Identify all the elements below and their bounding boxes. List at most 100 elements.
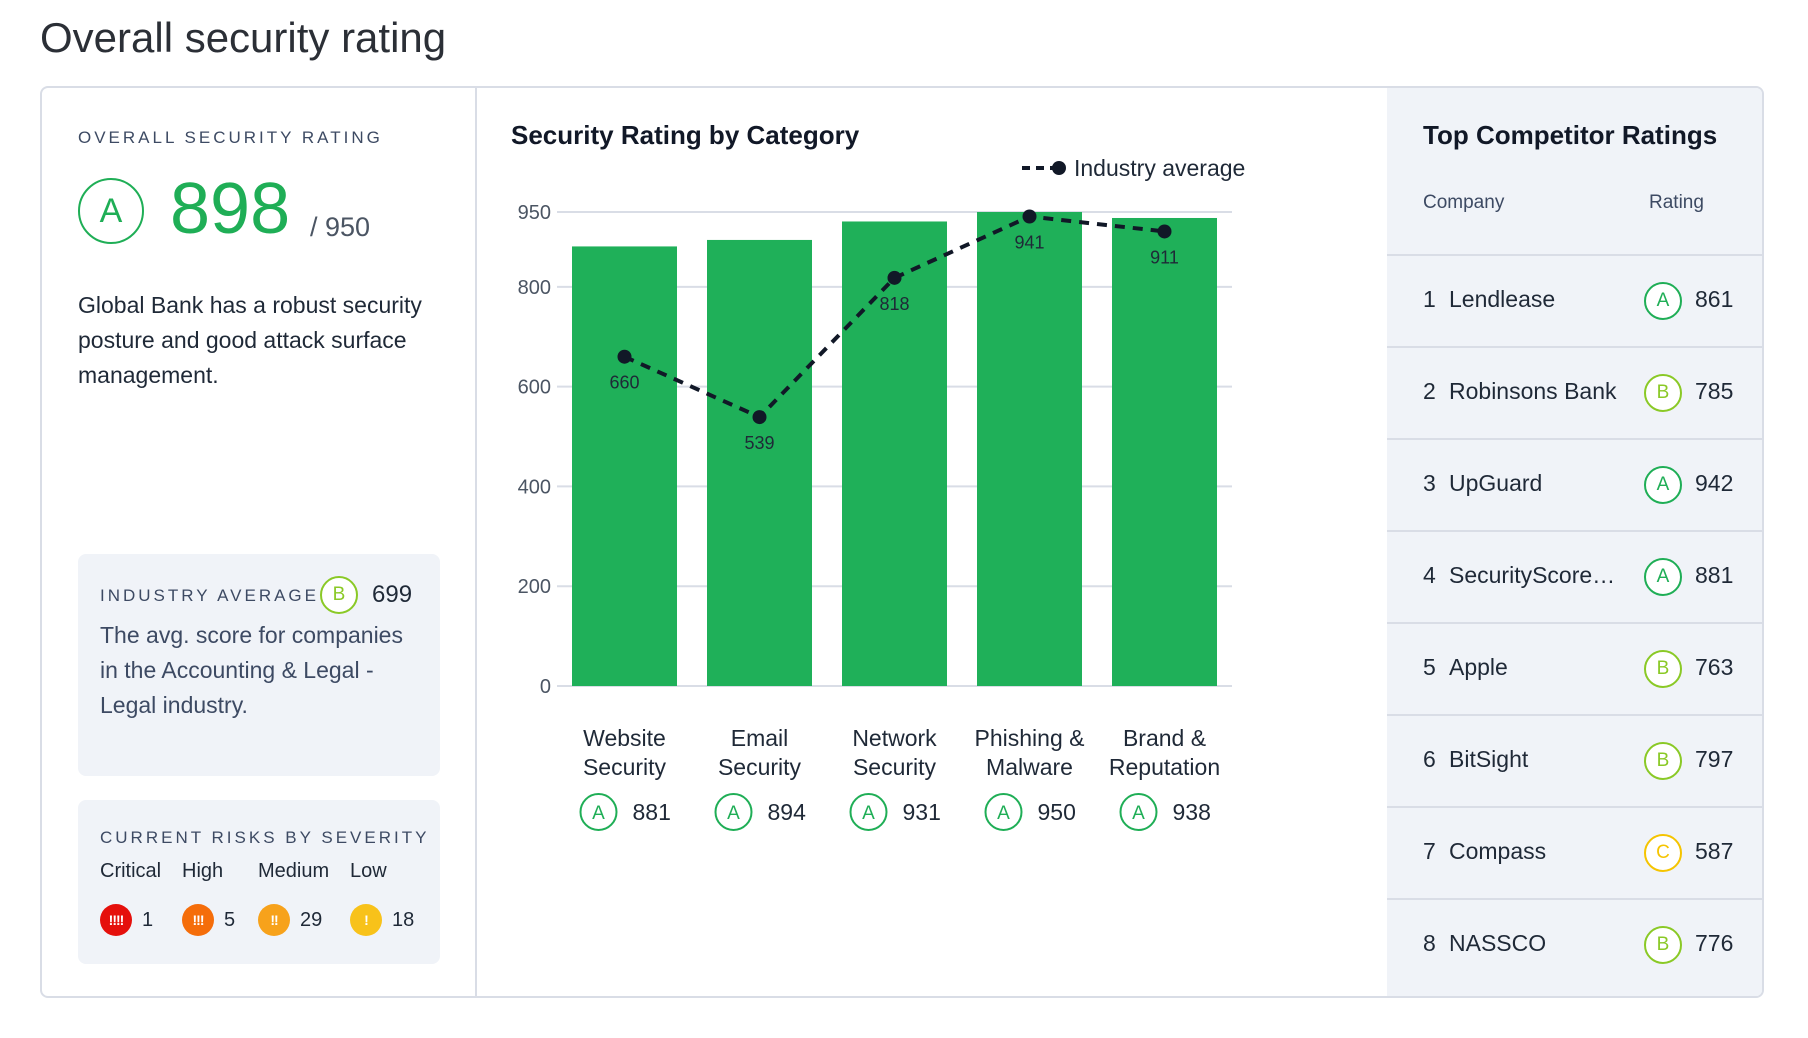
category-grade-badge <box>1119 793 1158 831</box>
industry-average-label: INDUSTRY AVERAGE <box>100 586 319 605</box>
chart-title: Security Rating by Category <box>511 120 860 150</box>
competitor-score: 587 <box>1695 838 1734 864</box>
y-tick-label: 600 <box>518 377 551 399</box>
competitor-row[interactable]: 7 Compass C 587 <box>1387 806 1762 898</box>
risk-high[interactable]: !!! 5 <box>182 904 235 936</box>
industry-average-value-label: 941 <box>1014 232 1044 252</box>
x-category-label: Website <box>583 725 666 751</box>
competitor-score: 861 <box>1695 286 1734 312</box>
bar[interactable] <box>1112 217 1217 686</box>
overall-score: 898 <box>170 169 291 249</box>
x-category-label: Network <box>852 725 937 751</box>
x-category-label: Security <box>583 754 667 780</box>
critical-severity-icon: !!!! <box>100 904 132 936</box>
competitor-row[interactable]: 1 Lendlease A 861 <box>1387 254 1762 346</box>
industry-average-line <box>623 214 1165 420</box>
category-grade-badge <box>984 793 1023 831</box>
competitor-grade-badge: A <box>1644 282 1682 320</box>
bar[interactable] <box>707 239 812 687</box>
category-score: 950 <box>1038 799 1076 825</box>
category-grade-letter: A <box>862 803 875 824</box>
competitor-name: UpGuard <box>1449 470 1543 496</box>
bar[interactable] <box>977 212 1082 686</box>
bar[interactable] <box>842 221 947 687</box>
overall-description: Global Bank has a robust security postur… <box>78 292 422 388</box>
category-grade-letter: A <box>592 803 605 824</box>
industry-average-point <box>617 349 632 364</box>
y-tick-label: 200 <box>518 576 551 598</box>
overall-score-max: / 950 <box>310 212 371 242</box>
category-grade-letter: A <box>1132 803 1145 824</box>
competitor-row[interactable]: 3 UpGuard A 942 <box>1387 438 1762 530</box>
risk-critical[interactable]: !!!! 1 <box>100 904 153 936</box>
industry-average-box: INDUSTRY AVERAGE B 699 The avg. score fo… <box>78 554 440 776</box>
competitor-name: NASSCO <box>1449 930 1547 956</box>
critical-risk-count: 1 <box>142 908 154 931</box>
industry-average-point <box>887 270 902 285</box>
industry-average-value-label: 660 <box>609 373 639 393</box>
x-category-label: Security <box>718 754 802 780</box>
competitor-row[interactable]: 5 Apple B 763 <box>1387 622 1762 714</box>
competitor-row[interactable]: 4 SecurityScorecard A 881 <box>1387 530 1762 622</box>
high-severity-icon: !!! <box>182 904 214 936</box>
industry-grade-badge: B <box>320 576 358 614</box>
competitor-grade-badge: B <box>1644 742 1682 780</box>
industry-average-score: 699 <box>372 581 413 608</box>
legend-point-swatch <box>1052 161 1066 175</box>
competitor-score: 785 <box>1695 378 1734 404</box>
competitor-name: BitSight <box>1449 746 1529 772</box>
category-bar-chart: 0 200 400 600 800 950 660 539 818 941 911 Website Se… <box>518 155 1245 831</box>
competitor-grade-badge: A <box>1644 558 1682 596</box>
category-score: 938 <box>1173 799 1211 825</box>
company-column-header: Company <box>1423 192 1505 213</box>
category-grade-badge <box>579 793 618 831</box>
industry-average-description: The avg. score for companies in the Acco… <box>100 622 403 718</box>
medium-severity-icon: !! <box>258 904 290 936</box>
risk-medium[interactable]: !! 29 <box>258 904 322 936</box>
competitor-score: 763 <box>1695 654 1734 680</box>
competitor-rank: 5 <box>1423 654 1436 680</box>
competitor-grade-badge: B <box>1644 926 1682 964</box>
category-grade-badge <box>849 793 888 831</box>
rating-column-header: Rating <box>1649 192 1704 213</box>
current-risks-box: CURRENT RISKS BY SEVERITY Critical High … <box>78 800 440 964</box>
competitor-score: 797 <box>1695 746 1734 772</box>
competitor-rank: 3 <box>1423 470 1436 496</box>
y-tick-label: 400 <box>518 476 551 498</box>
competitor-name: Robinsons Bank <box>1449 378 1617 404</box>
severity-label-medium: Medium <box>258 860 330 882</box>
y-tick-label: 0 <box>540 676 551 698</box>
x-category-label: Phishing & <box>975 725 1085 751</box>
competitor-name: SecurityScorecard <box>1449 562 1625 588</box>
competitor-grade-badge: B <box>1644 374 1682 412</box>
x-category-label: Email <box>731 725 789 751</box>
competitor-name: Apple <box>1449 654 1508 680</box>
competitor-rank: 4 <box>1423 562 1436 588</box>
severity-label-low: Low <box>350 860 387 882</box>
y-tick-label: 950 <box>518 202 551 224</box>
x-category-label: Reputation <box>1109 754 1220 780</box>
overall-rating-label: OVERALL SECURITY RATING <box>78 128 383 147</box>
competitor-grade-badge: C <box>1644 834 1682 872</box>
category-grade-letter: A <box>727 803 740 824</box>
risk-low[interactable]: ! 18 <box>350 904 414 936</box>
industry-average-value-label: 911 <box>1150 247 1179 267</box>
high-risk-count: 5 <box>224 908 236 931</box>
competitor-row[interactable]: 2 Robinsons Bank B 785 <box>1387 346 1762 438</box>
competitor-score: 942 <box>1695 470 1734 496</box>
low-severity-icon: ! <box>350 904 382 936</box>
competitor-name: Lendlease <box>1449 286 1556 312</box>
competitor-rank: 7 <box>1423 838 1436 864</box>
competitor-grade-badge: B <box>1644 650 1682 688</box>
medium-risk-count: 29 <box>300 908 323 931</box>
industry-average-point <box>1157 224 1172 239</box>
industry-average-point <box>752 410 767 425</box>
x-category-label: Malware <box>986 754 1073 780</box>
competitor-row[interactable]: 6 BitSight B 797 <box>1387 714 1762 806</box>
x-category-label: Brand & <box>1123 725 1206 751</box>
overall-grade-badge: A <box>78 178 144 244</box>
competitor-row[interactable]: 8 NASSCO B 776 <box>1387 898 1762 990</box>
x-category-label: Security <box>853 754 937 780</box>
bar[interactable] <box>572 246 677 686</box>
competitor-score: 776 <box>1695 930 1734 956</box>
